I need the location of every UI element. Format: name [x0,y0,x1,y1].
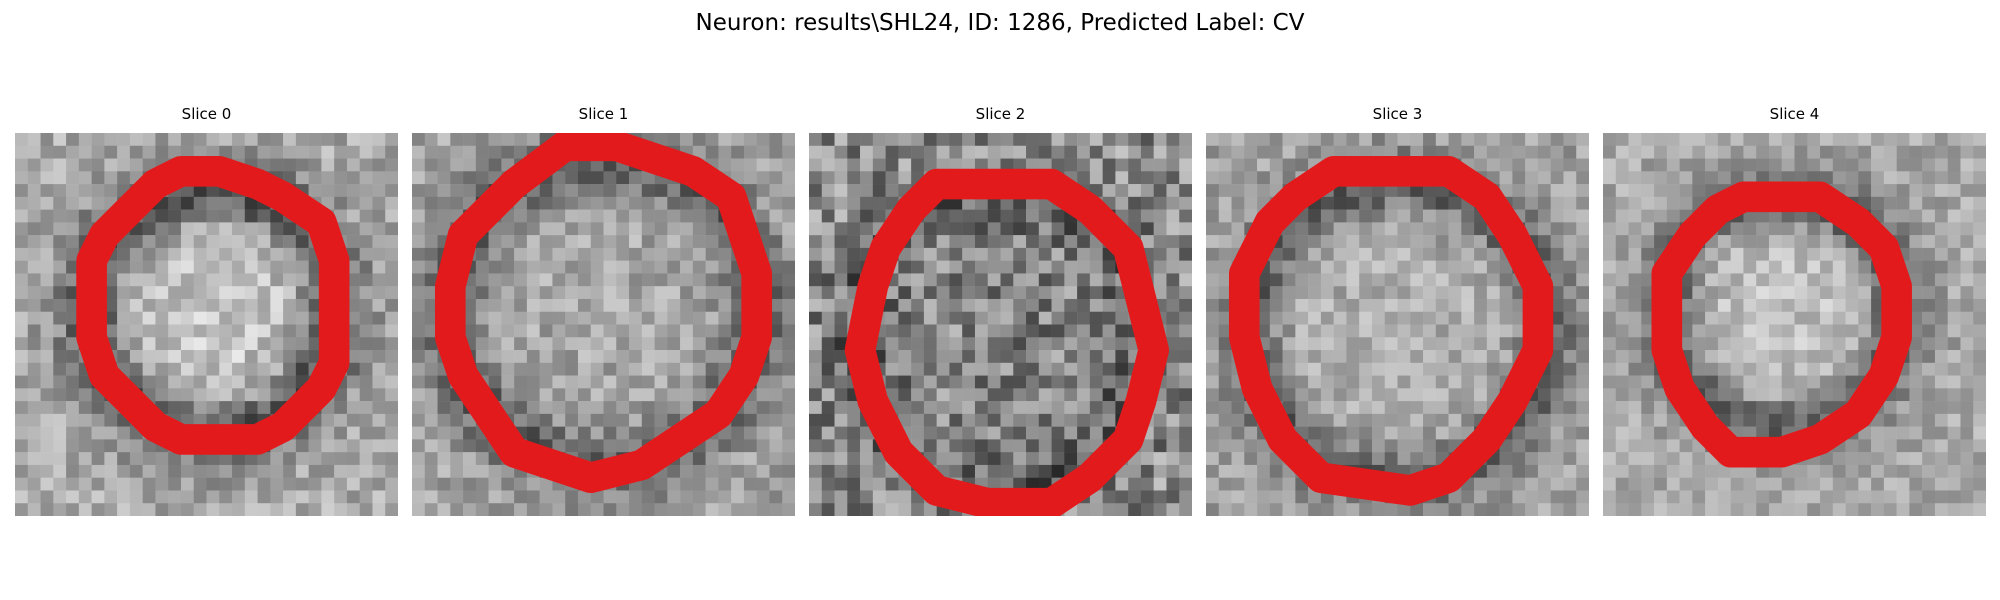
slice-title: Slice 3 [1372,105,1423,123]
figure-title: Neuron: results\SHL24, ID: 1286, Predict… [695,10,1305,36]
slice-panel-0: Slice 0 [15,105,398,516]
neuron-contour [1228,155,1554,506]
slice-title: Slice 0 [181,105,232,123]
slice-panel-4: Slice 4 [1603,105,1986,516]
slice-image [809,133,1192,516]
slice-image [1603,133,1986,516]
neuron-contour [76,155,350,455]
slice-title: Slice 1 [578,105,629,123]
slice-image [412,133,795,516]
slice-image [15,133,398,516]
slice-image [1206,133,1589,516]
slice-panel-1: Slice 1 [412,105,795,516]
slice-title: Slice 2 [975,105,1026,123]
neuron-contour [434,133,773,494]
neuron-contour [844,168,1170,516]
slice-panel-3: Slice 3 [1206,105,1589,516]
neuron-contour [1651,181,1912,468]
slice-panel-2: Slice 2 [809,105,1192,516]
slice-title: Slice 4 [1769,105,1820,123]
